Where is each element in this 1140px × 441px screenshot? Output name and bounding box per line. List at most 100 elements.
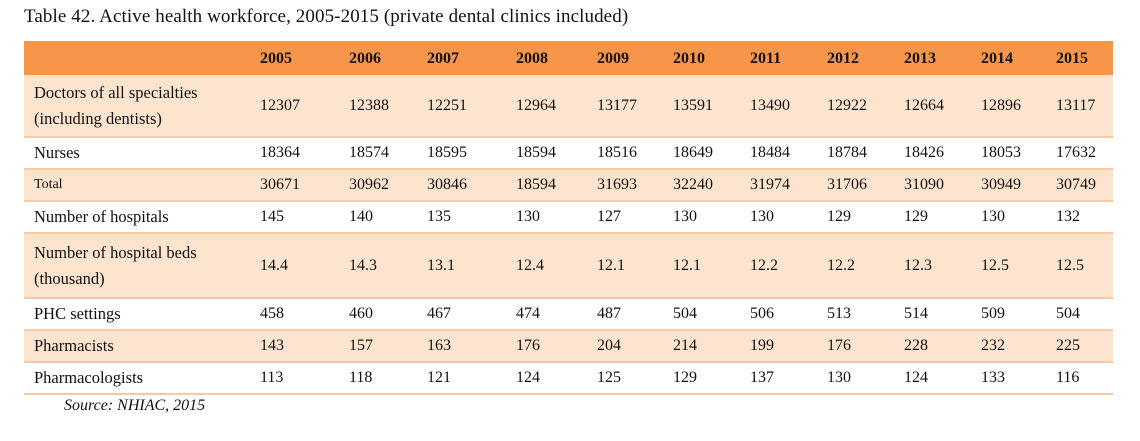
table-cell: 12.1 <box>587 233 663 298</box>
table-cell: 13.1 <box>417 233 506 298</box>
table-cell: 118 <box>349 369 373 386</box>
row-label: Total <box>24 169 250 201</box>
year-header: 2010 <box>673 50 705 67</box>
table-cell: 513 <box>827 305 851 322</box>
table-cell: 487 <box>597 305 621 322</box>
table-cell: 157 <box>339 330 417 362</box>
table-cell: 130 <box>750 208 774 225</box>
table-row: Pharmacists 143 157 163 176 204 214 199 … <box>24 330 1113 362</box>
table-cell: 113 <box>260 369 284 386</box>
table-cell: 232 <box>971 330 1046 362</box>
year-header: 2006 <box>349 50 381 67</box>
table-cell: 13490 <box>740 75 817 137</box>
table-cell: 30962 <box>339 169 417 201</box>
table-cell: 18649 <box>673 144 713 161</box>
workforce-table: 2005 2006 2007 2008 2009 2010 2011 2012 … <box>24 41 1113 395</box>
table-cell: 199 <box>740 330 817 362</box>
table-cell: 14.3 <box>339 233 417 298</box>
table-cell: 12.5 <box>1046 233 1113 298</box>
table-cell: 30949 <box>971 169 1046 201</box>
table-cell: 121 <box>427 369 451 386</box>
table-cell: 18364 <box>260 144 300 161</box>
table-cell: 18594 <box>506 169 587 201</box>
table-cell: 176 <box>506 330 587 362</box>
table-cell: 30846 <box>417 169 506 201</box>
row-label: Doctors of all specialties (including de… <box>24 75 250 137</box>
table-cell: 504 <box>673 305 697 322</box>
table-row: Number of hospitals 145 140 135 130 127 … <box>24 201 1113 233</box>
table-cell: 12964 <box>506 75 587 137</box>
table-cell: 460 <box>349 305 373 322</box>
year-header: 2009 <box>597 50 629 67</box>
table-cell: 12251 <box>417 75 506 137</box>
table-cell: 12664 <box>894 75 971 137</box>
table-cell: 18595 <box>427 144 467 161</box>
table-cell: 140 <box>349 208 373 225</box>
table-cell: 204 <box>587 330 663 362</box>
table-cell: 12896 <box>971 75 1046 137</box>
table-cell: 18484 <box>750 144 790 161</box>
table-cell: 12.4 <box>506 233 587 298</box>
table-cell: 214 <box>663 330 740 362</box>
table-cell: 467 <box>427 305 451 322</box>
table-cell: 18516 <box>597 144 637 161</box>
table-cell: 18594 <box>516 144 556 161</box>
table-caption: Table 42. Active health workforce, 2005-… <box>24 6 629 27</box>
table-cell: 13591 <box>663 75 740 137</box>
table-cell: 12.5 <box>971 233 1046 298</box>
row-label: Number of hospital beds (thousand) <box>24 233 250 298</box>
table-cell: 31693 <box>587 169 663 201</box>
header-corner-cell <box>24 41 250 75</box>
table-cell: 18426 <box>904 144 944 161</box>
table-cell: 129 <box>673 369 697 386</box>
year-header: 2011 <box>750 50 782 67</box>
table-cell: 13177 <box>587 75 663 137</box>
table-cell: 13117 <box>1046 75 1113 137</box>
table-cell: 130 <box>516 208 540 225</box>
year-header: 2008 <box>516 50 548 67</box>
table-cell: 31974 <box>740 169 817 201</box>
table-cell: 12388 <box>339 75 417 137</box>
table-cell: 132 <box>1056 208 1080 225</box>
table-cell: 124 <box>904 369 928 386</box>
table-cell: 514 <box>904 305 928 322</box>
table-cell: 12.3 <box>894 233 971 298</box>
year-header: 2007 <box>427 50 459 67</box>
table-cell: 125 <box>597 369 621 386</box>
year-header: 2005 <box>260 50 292 67</box>
table-cell: 32240 <box>663 169 740 201</box>
table-cell: 129 <box>904 208 928 225</box>
row-label: Pharmacists <box>24 330 250 362</box>
table-cell: 127 <box>597 208 621 225</box>
table-row: Doctors of all specialties (including de… <box>24 75 1113 137</box>
table-cell: 130 <box>673 208 697 225</box>
table-cell: 137 <box>750 369 774 386</box>
table-cell: 12.2 <box>740 233 817 298</box>
table-cell: 124 <box>516 369 540 386</box>
table-cell: 225 <box>1046 330 1113 362</box>
table-cell: 474 <box>516 305 540 322</box>
table-cell: 143 <box>250 330 339 362</box>
table-cell: 133 <box>981 369 1005 386</box>
row-label: Pharmacologists <box>34 368 144 387</box>
table-row: Nurses 18364 18574 18595 18594 18516 186… <box>24 137 1113 169</box>
table-cell: 129 <box>827 208 851 225</box>
table-cell: 504 <box>1056 305 1080 322</box>
table-cell: 228 <box>894 330 971 362</box>
table-cell: 31090 <box>894 169 971 201</box>
table-cell: 18574 <box>349 144 389 161</box>
table-cell: 130 <box>981 208 1005 225</box>
table-cell: 116 <box>1056 369 1080 386</box>
year-header: 2014 <box>981 50 1013 67</box>
table-cell: 506 <box>750 305 774 322</box>
table-cell: 176 <box>817 330 894 362</box>
row-label: Number of hospitals <box>34 207 169 226</box>
table-cell: 12922 <box>817 75 894 137</box>
header-row: 2005 2006 2007 2008 2009 2010 2011 2012 … <box>24 41 1113 75</box>
row-label: PHC settings <box>34 304 121 323</box>
year-header: 2012 <box>827 50 859 67</box>
table-cell: 130 <box>827 369 851 386</box>
table-cell: 30671 <box>250 169 339 201</box>
table-cell: 14.4 <box>250 233 339 298</box>
year-header: 2015 <box>1056 50 1088 67</box>
